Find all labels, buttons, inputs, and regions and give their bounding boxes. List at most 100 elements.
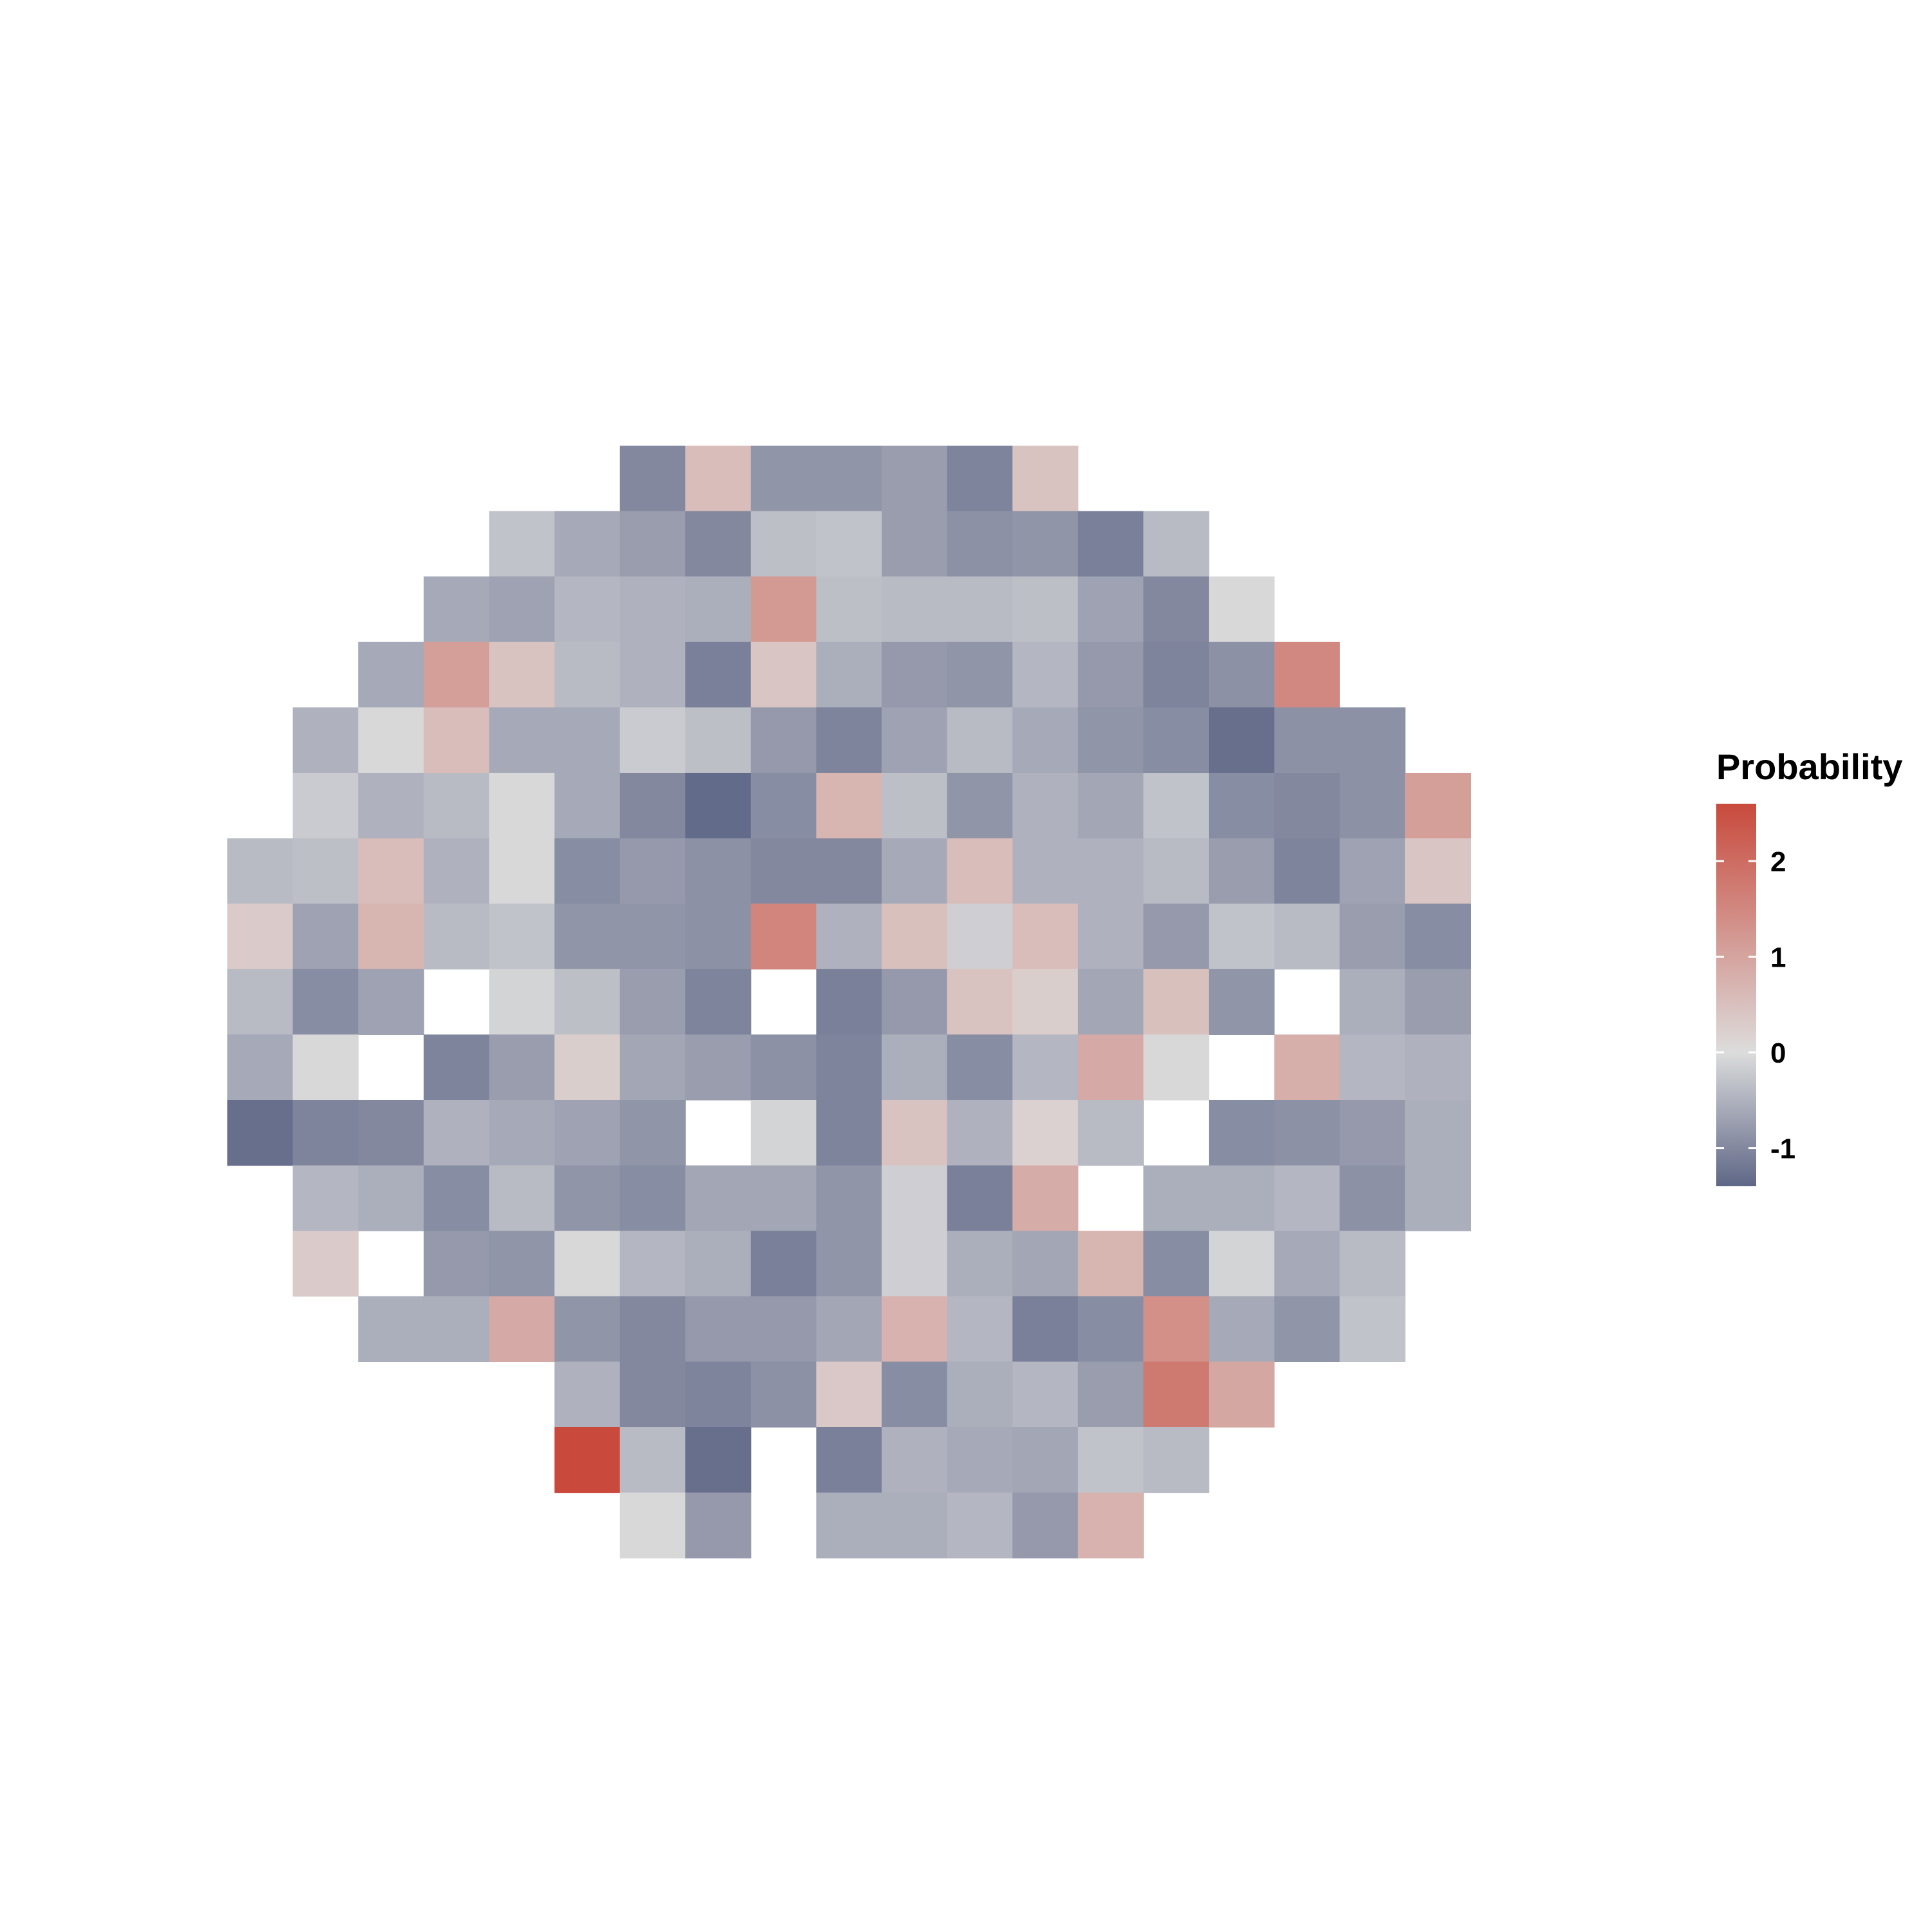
heatmap-cell bbox=[882, 576, 948, 643]
heatmap-cell bbox=[947, 904, 1013, 970]
heatmap-cell bbox=[620, 641, 686, 708]
heatmap-cell bbox=[554, 1100, 621, 1166]
heatmap-cell bbox=[1012, 1100, 1079, 1166]
heatmap-cell bbox=[816, 446, 882, 512]
heatmap-cell bbox=[489, 904, 555, 970]
heatmap-cell bbox=[1405, 1034, 1471, 1101]
heatmap-cell bbox=[750, 707, 817, 773]
heatmap-cell bbox=[423, 1100, 489, 1166]
heatmap-cell bbox=[292, 1165, 359, 1231]
heatmap-cell bbox=[489, 1034, 555, 1101]
heatmap-cell bbox=[489, 1296, 555, 1362]
heatmap-cell bbox=[1012, 1492, 1079, 1558]
heatmap-cell bbox=[750, 511, 817, 577]
heatmap-cell bbox=[554, 838, 621, 904]
heatmap-cell bbox=[423, 1034, 489, 1101]
heatmap-cell bbox=[750, 1231, 817, 1297]
heatmap-cell bbox=[620, 707, 686, 773]
heatmap-cell bbox=[947, 773, 1013, 839]
heatmap-cell bbox=[1077, 969, 1144, 1035]
heatmap-cell bbox=[685, 969, 752, 1035]
heatmap-cell bbox=[358, 1165, 424, 1231]
heatmap-cell bbox=[685, 1361, 752, 1428]
heatmap-cell bbox=[882, 707, 948, 773]
heatmap-cell bbox=[882, 1296, 948, 1362]
heatmap-cell bbox=[1077, 1361, 1144, 1428]
heatmap-cell bbox=[1274, 641, 1340, 708]
heatmap-cell bbox=[882, 773, 948, 839]
heatmap-cell bbox=[227, 904, 294, 970]
heatmap-cell bbox=[1077, 576, 1144, 643]
heatmap-cell bbox=[1405, 773, 1471, 839]
heatmap-cell bbox=[1340, 904, 1406, 970]
heatmap-cell bbox=[1209, 969, 1275, 1035]
heatmap-cell bbox=[1077, 1296, 1144, 1362]
heatmap-cell bbox=[1340, 1296, 1406, 1362]
heatmap-cell bbox=[1077, 1231, 1144, 1297]
heatmap-cell bbox=[750, 1361, 817, 1428]
heatmap-cell bbox=[1274, 904, 1340, 970]
heatmap-cell bbox=[882, 838, 948, 904]
heatmap-cell bbox=[816, 1100, 882, 1166]
heatmap-cell bbox=[489, 641, 555, 708]
heatmap-cell bbox=[554, 707, 621, 773]
heatmap-cell bbox=[423, 773, 489, 839]
heatmap-cell bbox=[620, 1427, 686, 1493]
heatmap-cell bbox=[685, 511, 752, 577]
heatmap-cell bbox=[685, 1296, 752, 1362]
heatmap-cell bbox=[1077, 1100, 1144, 1166]
heatmap-cell bbox=[1143, 1361, 1209, 1428]
heatmap-cell bbox=[1274, 707, 1340, 773]
heatmap-cell bbox=[1405, 969, 1471, 1035]
heatmap-cell bbox=[1077, 1034, 1144, 1101]
heatmap-cell bbox=[882, 904, 948, 970]
heatmap-cell bbox=[227, 1100, 294, 1166]
heatmap-cell bbox=[816, 707, 882, 773]
heatmap-cell bbox=[292, 838, 359, 904]
heatmap-cell bbox=[816, 1492, 882, 1558]
heatmap-cell bbox=[1143, 1427, 1209, 1493]
heatmap-cell bbox=[947, 1165, 1013, 1231]
heatmap-cell bbox=[947, 838, 1013, 904]
heatmap-cell bbox=[947, 1100, 1013, 1166]
heatmap-cell bbox=[1209, 1231, 1275, 1297]
heatmap-cell bbox=[227, 838, 294, 904]
heatmap-cell bbox=[947, 969, 1013, 1035]
heatmap-cell bbox=[1012, 1296, 1079, 1362]
heatmap-cell bbox=[358, 1100, 424, 1166]
heatmap-cell bbox=[1209, 773, 1275, 839]
heatmap-cell bbox=[685, 1165, 752, 1231]
heatmap-cell bbox=[358, 969, 424, 1035]
heatmap-cell bbox=[1340, 1034, 1406, 1101]
heatmap-cell bbox=[1077, 641, 1144, 708]
heatmap-cell bbox=[1340, 773, 1406, 839]
heatmap-cell bbox=[685, 707, 752, 773]
heatmap-cell bbox=[882, 511, 948, 577]
heatmap-cell bbox=[358, 838, 424, 904]
heatmap-cell bbox=[292, 969, 359, 1035]
heatmap-cell bbox=[882, 969, 948, 1035]
heatmap-cell bbox=[1012, 969, 1079, 1035]
heatmap-cell bbox=[620, 1296, 686, 1362]
heatmap-cell bbox=[750, 1034, 817, 1101]
heatmap-cell bbox=[620, 1361, 686, 1428]
heatmap-cell bbox=[227, 1034, 294, 1101]
heatmap-cell bbox=[423, 904, 489, 970]
heatmap-cell bbox=[1143, 1034, 1209, 1101]
heatmap-cell bbox=[1012, 1034, 1079, 1101]
heatmap-cell bbox=[1209, 641, 1275, 708]
heatmap-cell bbox=[816, 969, 882, 1035]
heatmap-cell bbox=[947, 1361, 1013, 1428]
heatmap-cell bbox=[554, 576, 621, 643]
heatmap-cell bbox=[1405, 838, 1471, 904]
heatmap-cell bbox=[1209, 1100, 1275, 1166]
heatmap-cell bbox=[1274, 1100, 1340, 1166]
heatmap-cell bbox=[620, 1492, 686, 1558]
heatmap-cell bbox=[227, 969, 294, 1035]
heatmap-cell bbox=[1340, 1100, 1406, 1166]
heatmap-cell bbox=[1012, 641, 1079, 708]
heatmap-cell bbox=[1274, 1165, 1340, 1231]
heatmap-cell bbox=[1209, 838, 1275, 904]
heatmap-cell bbox=[947, 446, 1013, 512]
heatmap-cell bbox=[489, 1231, 555, 1297]
